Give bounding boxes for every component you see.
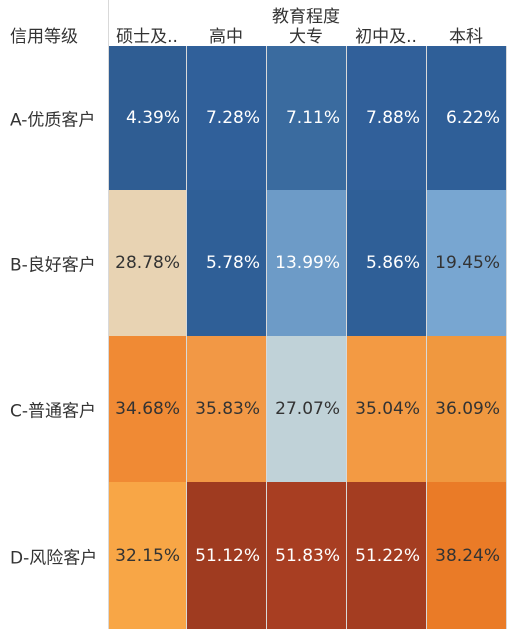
cell-value-label: 28.78% (115, 253, 180, 273)
heatmap-cell: 51.12% (186, 482, 266, 629)
column-label: 硕士及.. (116, 27, 178, 47)
heatmap-cell: 35.04% (346, 336, 426, 482)
heatmap-cell: 7.28% (186, 46, 266, 190)
heatmap-cell: 36.09% (426, 336, 506, 482)
cell-value-label: 7.88% (365, 108, 420, 128)
cell-value-label: 36.09% (435, 399, 500, 419)
cell-value-label: 4.39% (125, 108, 180, 128)
cell-value-label: 5.78% (205, 253, 260, 273)
cell-value-label: 5.86% (365, 253, 420, 273)
heatmap-cell: 7.88% (346, 46, 426, 190)
cell-value-label: 27.07% (275, 399, 340, 419)
grid-divider (426, 46, 427, 629)
cell-value-label: 38.24% (435, 545, 500, 566)
row-label: A-优质客户 (10, 110, 96, 131)
heatmap-cell: 5.86% (346, 190, 426, 336)
grid-divider (108, 0, 109, 629)
cell-value-label: 51.22% (355, 545, 420, 566)
heatmap-cell: 6.22% (426, 46, 506, 190)
heatmap-cell: 7.11% (266, 46, 346, 190)
row-label: C-普通客户 (10, 401, 97, 422)
cell-value-label: 19.45% (435, 253, 500, 273)
cell-value-label: 13.99% (275, 253, 340, 273)
column-label: 高中 (209, 27, 243, 47)
row-label: D-风险客户 (10, 548, 98, 568)
cell-value-label: 34.68% (115, 399, 180, 419)
cell-value-label: 7.11% (285, 108, 340, 128)
heatmap-cell: 32.15% (108, 482, 186, 629)
grid-divider (186, 46, 187, 629)
cell-value-label: 35.83% (195, 399, 260, 419)
grid-divider (346, 46, 347, 629)
cell-value-label: 35.04% (355, 399, 420, 419)
cell-value-label: 32.15% (115, 545, 180, 566)
heatmap-cell: 38.24% (426, 482, 506, 629)
heatmap-cell: 34.68% (108, 336, 186, 482)
heatmap-cell: 28.78% (108, 190, 186, 336)
column-group-title: 教育程度 (272, 7, 340, 27)
column-label: 大专 (289, 27, 323, 47)
row-header-title: 信用等级 (10, 27, 78, 47)
cell-value-label: 7.28% (205, 108, 260, 128)
heatmap-cell: 19.45% (426, 190, 506, 336)
heatmap-cell: 51.22% (346, 482, 426, 629)
heatmap-cell: 13.99% (266, 190, 346, 336)
grid-divider (506, 46, 507, 629)
heatmap-cell: 35.83% (186, 336, 266, 482)
row-label: B-良好客户 (10, 255, 96, 276)
grid-divider (266, 46, 267, 629)
heatmap-cell: 51.83% (266, 482, 346, 629)
column-label: 初中及.. (355, 27, 417, 47)
heatmap-cell: 5.78% (186, 190, 266, 336)
cell-value-label: 51.83% (275, 545, 340, 566)
heatmap-cell: 4.39% (108, 46, 186, 190)
cell-value-label: 51.12% (195, 545, 260, 566)
column-label: 本科 (449, 27, 483, 47)
cell-value-label: 6.22% (445, 108, 500, 128)
heatmap-cell: 27.07% (266, 336, 346, 482)
